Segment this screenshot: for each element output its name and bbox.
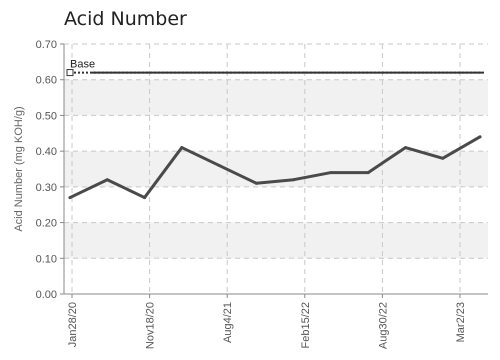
grid-band [64, 79, 488, 116]
series-point [329, 171, 333, 175]
background-bands [64, 79, 488, 259]
series-point [366, 171, 370, 175]
y-tick-label: 0.10 [36, 253, 57, 265]
x-tick-label: Aug30/22 [377, 302, 389, 349]
series-point [217, 163, 221, 167]
series-layer [68, 135, 482, 200]
base-reference: Base [66, 59, 484, 77]
y-axis-label: Acid Number (mg KOH/g) [13, 106, 25, 231]
base-label: Base [70, 59, 95, 71]
y-tick-labels: 0.00 0.10 0.20 0.30 0.40 0.50 0.60 0.70 [36, 39, 57, 301]
series-line [68, 135, 482, 200]
series-point [441, 156, 445, 160]
y-tick-label: 0.70 [36, 39, 57, 51]
x-tick-label: Mar2/23 [455, 302, 467, 342]
y-tick-label: 0.20 [36, 218, 57, 230]
series-point [68, 196, 72, 200]
x-tick-label: Jan28/20 [67, 302, 79, 347]
series-point [292, 178, 296, 182]
axes [60, 43, 488, 298]
grid-band [64, 222, 488, 259]
x-tick-label: Aug4/21 [222, 302, 234, 343]
y-tick-label: 0.00 [36, 289, 57, 301]
x-tick-label: Nov18/20 [145, 302, 157, 349]
y-tick-label: 0.30 [36, 182, 57, 194]
grid-lines [64, 43, 488, 294]
chart-title: Acid Number [64, 8, 187, 30]
series-point [403, 146, 407, 150]
series-point [478, 135, 482, 139]
y-tick-label: 0.60 [36, 75, 57, 87]
y-tick-label: 0.50 [36, 110, 57, 122]
series-point [143, 196, 147, 200]
x-tick-labels: Jan28/20 Nov18/20 Aug4/21 Feb15/22 Aug30/22 M… [67, 302, 467, 349]
base-marker [66, 69, 74, 77]
series-point [180, 146, 184, 150]
series-point [254, 181, 258, 185]
series-point [105, 178, 109, 182]
y-tick-label: 0.40 [36, 146, 57, 158]
x-tick-label: Feb15/22 [300, 302, 312, 348]
